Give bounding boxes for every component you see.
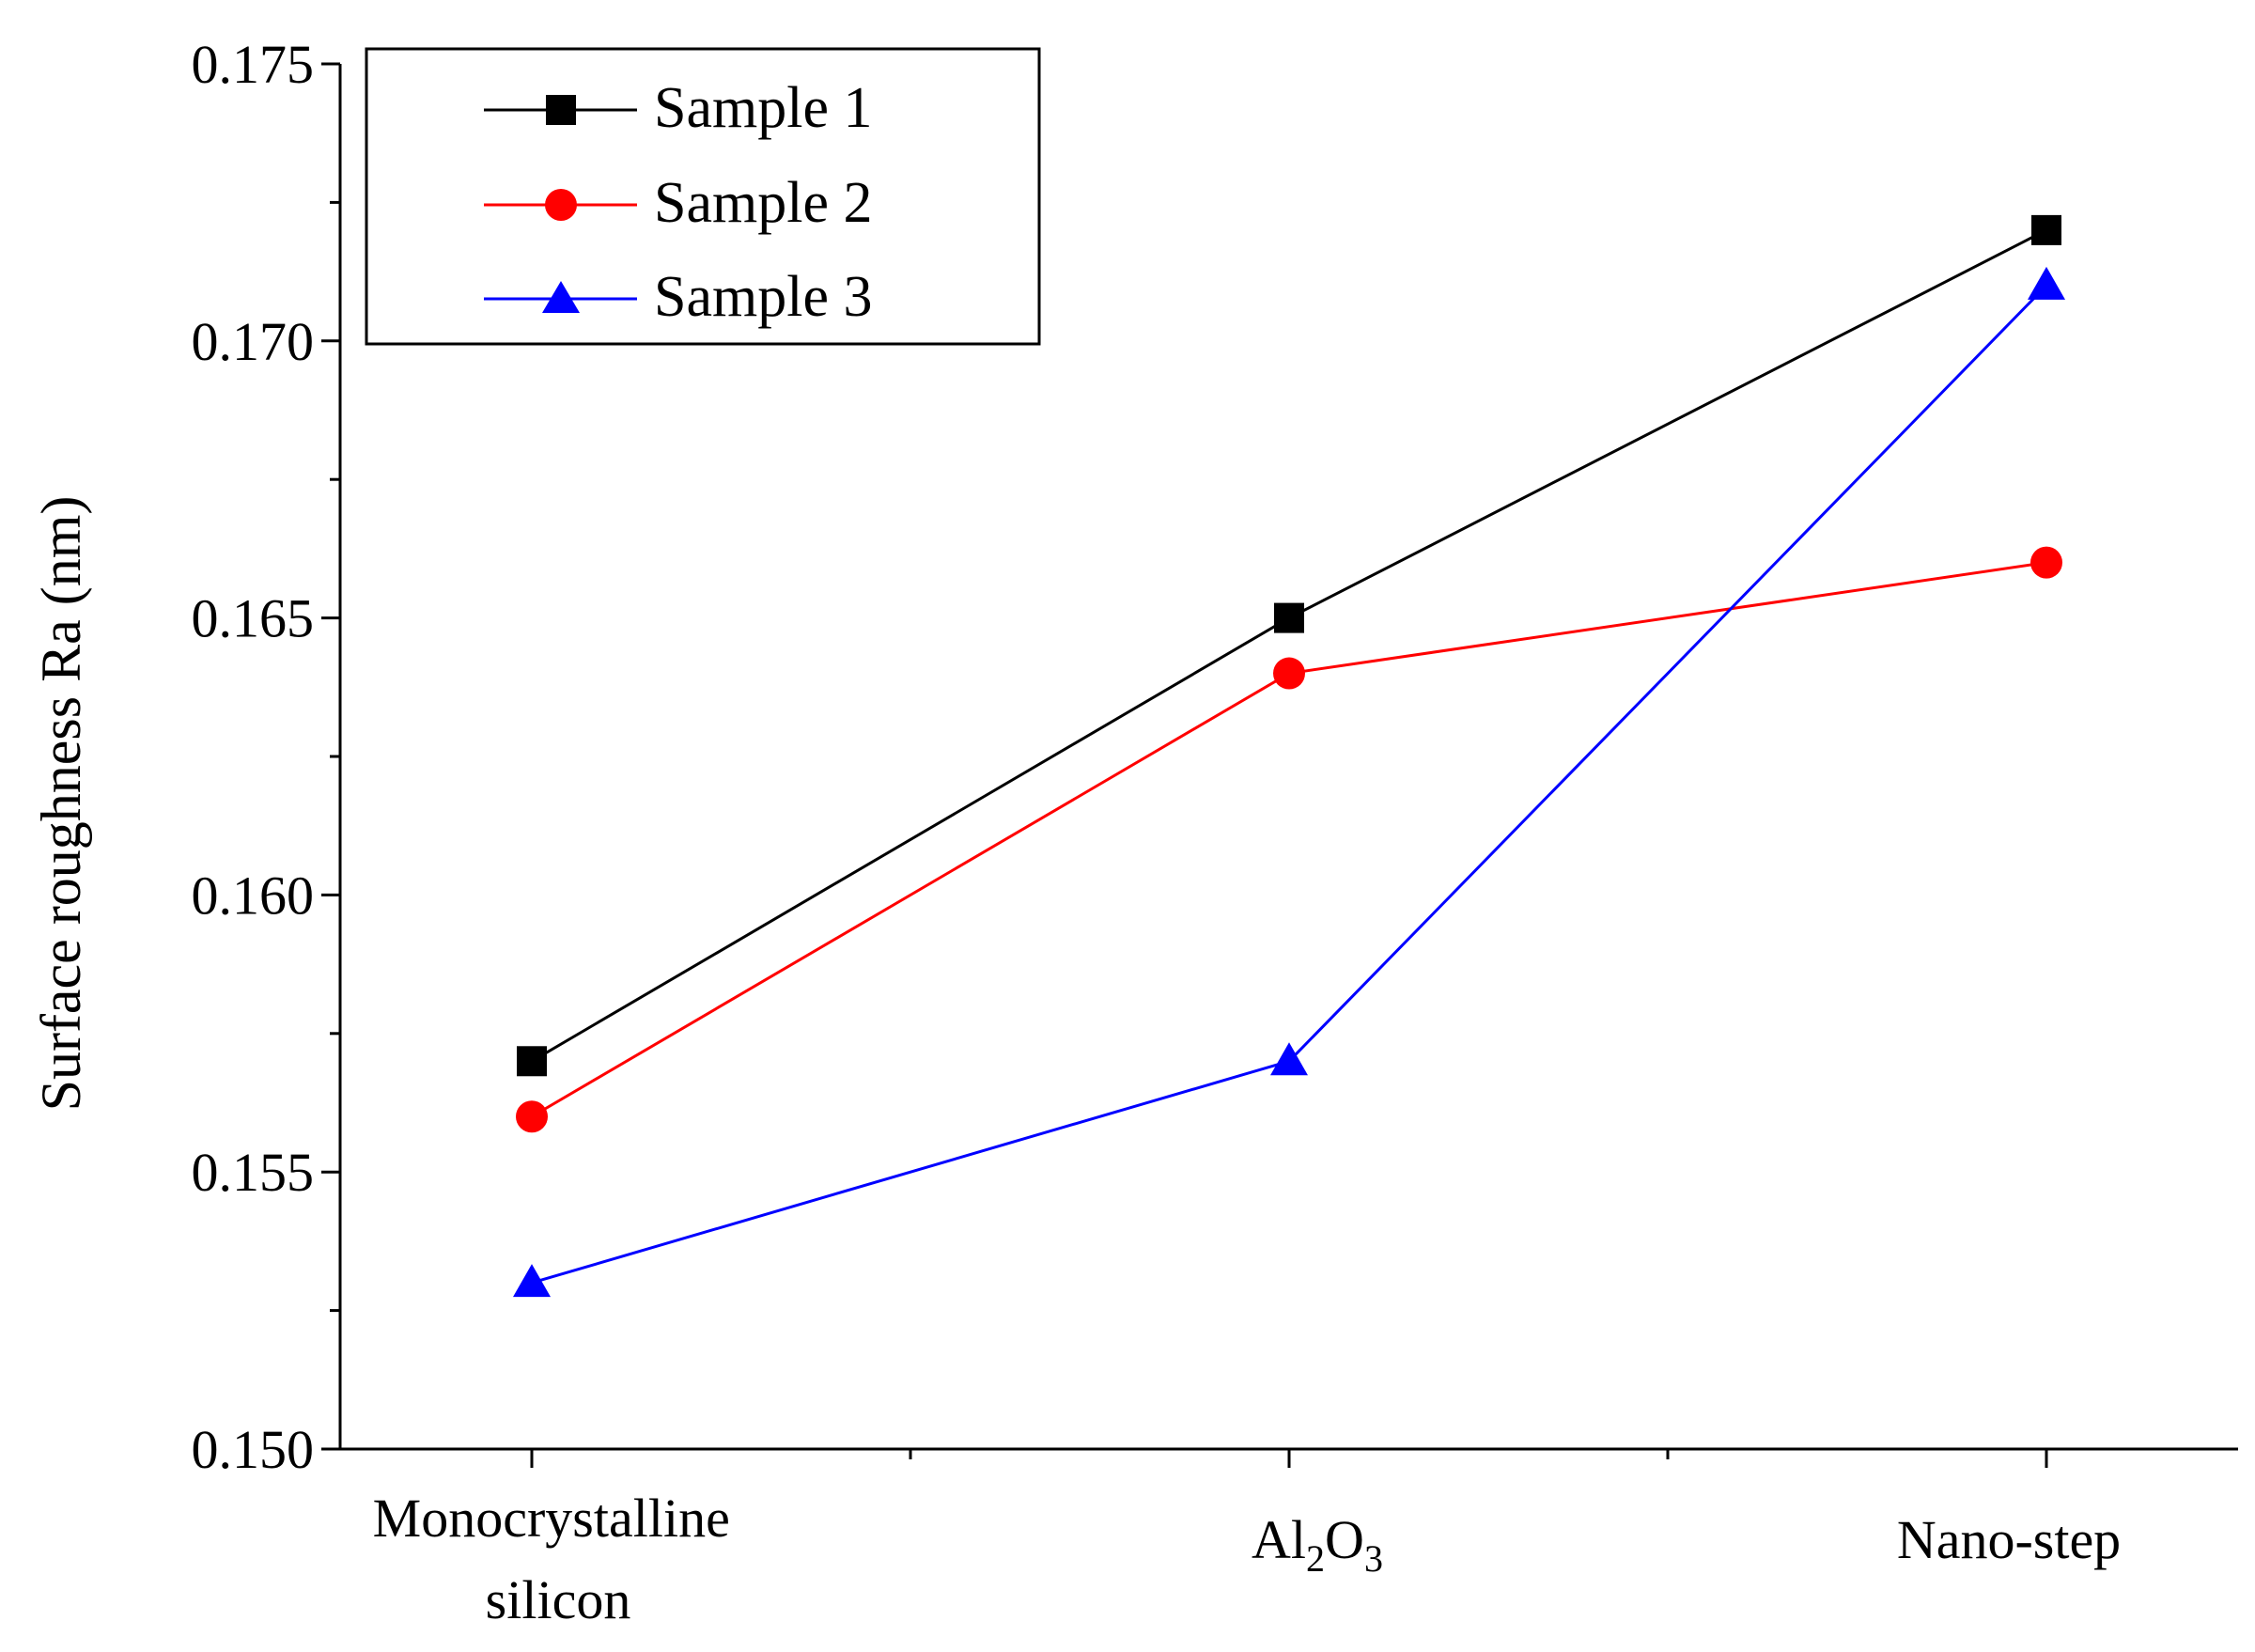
y-axis-title: Surface roughness Ra (nm) xyxy=(30,496,92,1112)
data-point-sample-1-2 xyxy=(1274,602,1304,633)
data-point-sample-1-3 xyxy=(2031,214,2061,245)
series-1 xyxy=(517,214,2061,1077)
series-2 xyxy=(516,546,2062,1133)
legend-label-sample-3: Sample 3 xyxy=(654,265,872,329)
y-tick-label: 0.170 xyxy=(192,311,315,372)
legend-marker-square-icon xyxy=(546,95,576,125)
x-tick-label-al2o3: Al2O3 xyxy=(1252,1509,1383,1580)
y-tick-label: 0.165 xyxy=(192,588,315,649)
legend-item-sample-2: Sample 2 xyxy=(484,171,872,235)
data-point-sample-2-3 xyxy=(2030,546,2062,579)
series-3 xyxy=(513,266,2065,1298)
legend-marker-circle-icon xyxy=(545,189,577,221)
legend-label-sample-1: Sample 1 xyxy=(654,76,872,140)
data-point-sample-2-1 xyxy=(516,1100,548,1133)
y-tick-label: 0.160 xyxy=(192,865,315,926)
y-tick-label: 0.150 xyxy=(192,1419,315,1480)
x-axis-ticks xyxy=(530,1449,2048,1468)
x-tick-label-monocrystalline-silicon: Monocrystalline silicon xyxy=(373,1488,744,1630)
y-tick-label: 0.175 xyxy=(192,34,315,95)
y-tick-label: 0.155 xyxy=(192,1142,315,1203)
y-axis-ticks: 0.150 0.155 0.160 0.165 0.170 0.175 xyxy=(192,34,340,1480)
legend-marker-triangle-icon xyxy=(542,281,580,313)
data-point-sample-2-2 xyxy=(1273,657,1305,690)
legend-item-sample-3: Sample 3 xyxy=(484,265,872,329)
data-point-sample-3-3 xyxy=(2028,266,2065,300)
x-tick-label-nano-step: Nano-step xyxy=(1897,1509,2121,1570)
series-layer xyxy=(513,214,2065,1298)
legend: Sample 1 Sample 2 Sample 3 xyxy=(365,47,1041,346)
data-point-sample-3-1 xyxy=(513,1264,551,1298)
data-point-sample-1-1 xyxy=(517,1046,547,1077)
legend-item-sample-1: Sample 1 xyxy=(484,76,872,140)
legend-label-sample-2: Sample 2 xyxy=(654,171,872,235)
data-point-sample-3-2 xyxy=(1270,1042,1308,1076)
legend-box xyxy=(365,47,1041,346)
